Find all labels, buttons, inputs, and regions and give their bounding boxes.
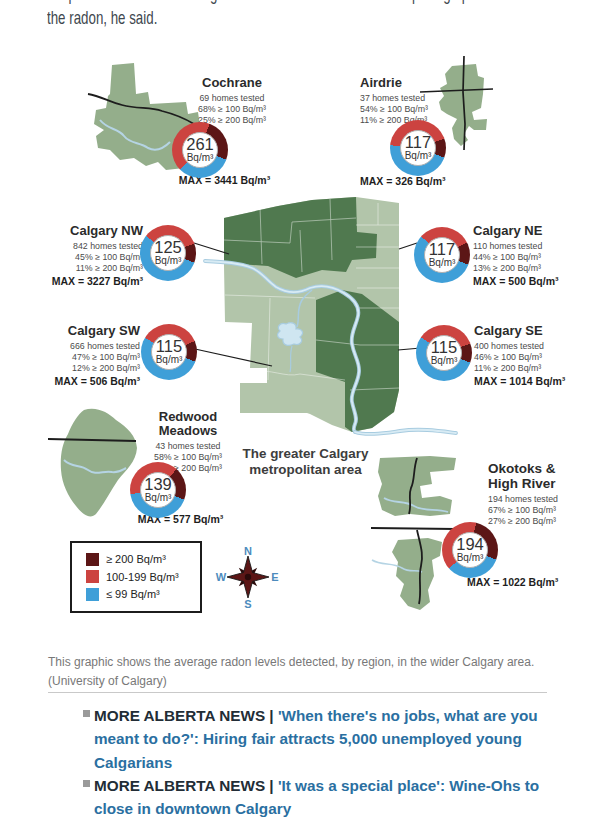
region-homes: 400 homes tested [474,341,600,352]
caption-line1: This graphic shows the average radon lev… [48,653,534,672]
donut-chart-okotoks-high-river: 194Bq/m³ [442,522,498,578]
region-homes: 842 homes tested [23,241,143,252]
compass-w: W [216,571,227,583]
related-link-item: MORE ALBERTA NEWS | 'When there's no job… [70,704,548,774]
region-calgary-nw: Calgary NW 842 homes tested 45% ≥ 100 Bq… [23,224,143,287]
region-p200: 12% ≥ 200 Bq/m³ [20,363,140,374]
region-title: Calgary SE [474,324,600,338]
legend-swatch-high [86,553,99,566]
donut-value: 115 [431,340,457,355]
donut-unit: Bq/m³ [187,152,214,163]
donut-unit: Bq/m³ [457,552,484,563]
donut-chart-airdrie: 117Bq/m³ [390,120,446,176]
region-p200: 11% ≥ 200 Bq/m³ [474,363,600,374]
region-calgary-ne: Calgary NE 110 homes tested 44% ≥ 100 Bq… [473,224,600,287]
region-p100: 58% ≥ 100 Bq/m³ [138,452,238,463]
region-homes: 666 homes tested [20,341,140,352]
region-title: Okotoks & High River [488,461,578,491]
legend: ≥ 200 Bq/m³ 100-199 Bq/m³ ≤ 99 Bq/m³ [70,541,202,613]
region-p200: 13% ≥ 200 Bq/m³ [473,263,600,274]
legend-label: ≤ 99 Bq/m³ [106,588,160,600]
region-max: MAX = 1014 Bq/m³ [474,375,600,387]
bullet-icon [83,780,90,787]
calgary-metro-map [205,197,456,434]
region-p200: 27% ≥ 200 Bq/m³ [488,516,578,527]
donut-value: 117 [429,242,455,257]
legend-swatch-mid [86,570,99,583]
donut-value: 117 [405,135,431,150]
region-okotoks-high-river: Okotoks & High River 194 homes tested 67… [488,461,578,526]
region-max: MAX = 506 Bq/m³ [20,375,140,387]
donut-value: 261 [186,137,214,152]
legend-item: ≥ 200 Bq/m³ [86,552,200,570]
region-calgary-se: Calgary SE 400 homes tested 46% ≥ 100 Bq… [474,324,600,387]
region-p100: 54% ≥ 100 Bq/m³ [360,104,480,115]
region-title: Calgary NE [473,224,600,238]
region-p100: 68% ≥ 100 Bq/m³ [177,104,287,115]
compass-e: E [271,571,278,583]
donut-chart-calgary-se: 115Bq/m³ [416,325,472,381]
region-cochrane: Cochrane 69 homes tested 68% ≥ 100 Bq/m³… [177,76,287,125]
okotoks-high-river-map [371,456,456,610]
legend-item: ≤ 99 Bq/m³ [86,587,200,605]
donut-chart-calgary-nw: 125Bq/m³ [140,225,196,281]
region-title: Airdrie [360,76,480,90]
donut-value: 125 [154,240,182,255]
region-p100: 67% ≥ 100 Bq/m³ [488,505,578,516]
legend-item: 100-199 Bq/m³ [86,570,200,588]
region-homes: 43 homes tested [138,441,238,452]
region-max: MAX = 3441 Bq/m³ [162,174,287,186]
donut-value: 115 [156,339,182,354]
region-p100: 47% ≥ 100 Bq/m³ [20,352,140,363]
region-max: MAX = 3227 Bq/m³ [23,275,143,287]
compass-n: N [244,545,252,557]
region-homes: 69 homes tested [177,93,287,104]
redwood-meadows-map [48,409,137,517]
region-calgary-sw: Calgary SW 666 homes tested 47% ≥ 100 Bq… [20,324,140,387]
link-separator: | [269,777,273,794]
region-title: Calgary SW [20,324,140,338]
region-title: Redwood Meadows [138,410,238,438]
compass-icon: N W E S [216,545,279,610]
region-title: Calgary NW [23,224,143,238]
donut-chart-redwood-meadows: 139Bq/m³ [130,462,186,518]
donut-unit: Bq/m³ [145,492,172,503]
region-p200: 11% ≥ 200 Bq/m³ [23,263,143,274]
compass-s: S [244,598,251,610]
region-max: MAX = 500 Bq/m³ [473,275,600,287]
region-max: MAX = 577 Bq/m³ [118,513,243,525]
region-homes: 37 homes tested [360,93,480,104]
region-p100: 45% ≥ 100 Bq/m³ [23,252,143,263]
region-p100: 46% ≥ 100 Bq/m³ [474,352,600,363]
region-max: MAX = 1022 Bq/m³ [467,576,597,588]
donut-unit: Bq/m³ [156,354,183,365]
donut-unit: Bq/m³ [155,255,182,266]
legend-label: ≥ 200 Bq/m³ [106,553,166,565]
region-max: MAX = 326 Bq/m³ [360,175,510,187]
link-prefix: MORE ALBERTA NEWS [94,707,265,724]
donut-unit: Bq/m³ [431,355,458,366]
donut-unit: Bq/m³ [405,150,432,161]
bullet-icon [83,710,90,717]
divider [48,692,547,693]
map-label: The greater Calgary metropolitan area [228,446,383,477]
caption-line2: (University of Calgary) [48,672,534,691]
donut-unit: Bq/m³ [429,257,456,268]
region-homes: 110 homes tested [473,241,600,252]
image-caption: This graphic shows the average radon lev… [48,653,534,690]
related-link-item: MORE ALBERTA NEWS | 'It was a special pl… [70,774,548,821]
region-homes: 194 homes tested [488,494,578,505]
donut-value: 194 [456,537,484,552]
donut-chart-calgary-sw: 115Bq/m³ [141,324,197,380]
link-separator: | [269,707,273,724]
donut-value: 139 [144,477,172,492]
region-p100: 44% ≥ 100 Bq/m³ [473,252,600,263]
donut-chart-calgary-ne: 117Bq/m³ [414,227,470,283]
donut-chart-cochrane: 261Bq/m³ [172,122,228,178]
region-title: Cochrane [177,76,287,90]
legend-label: 100-199 Bq/m³ [106,571,179,583]
link-prefix: MORE ALBERTA NEWS [94,777,265,794]
legend-swatch-low [86,588,99,601]
region-airdrie: Airdrie 37 homes tested 54% ≥ 100 Bq/m³ … [360,76,480,125]
